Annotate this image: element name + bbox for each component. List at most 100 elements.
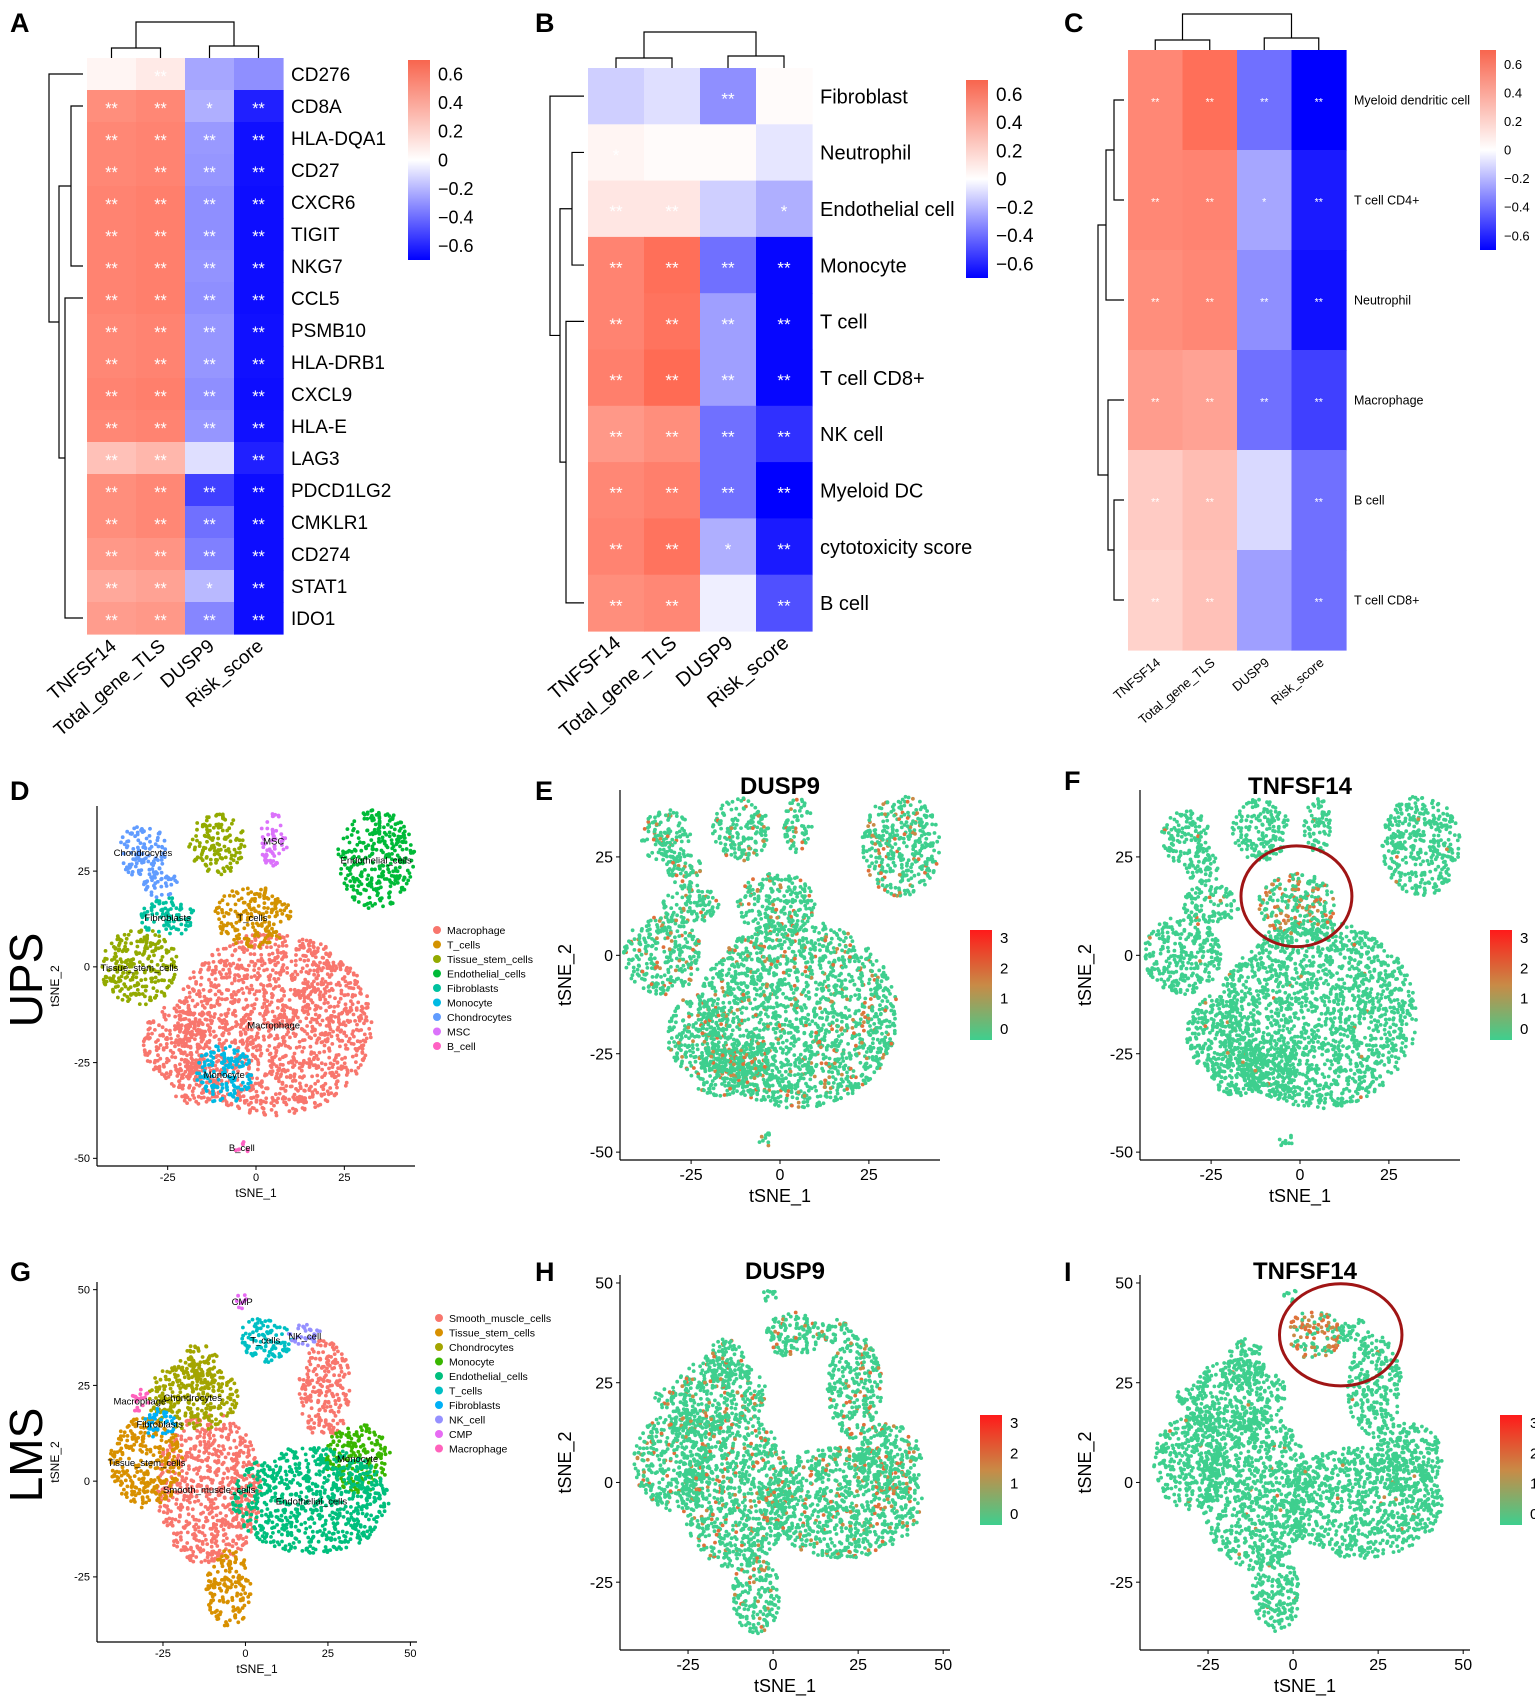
tsne-point <box>322 1043 327 1048</box>
tsne-point <box>268 1051 273 1056</box>
tsne-point <box>809 1034 814 1039</box>
tsne-point <box>364 1018 369 1023</box>
tsne-point <box>160 955 165 959</box>
column-dendrogram <box>1154 13 1320 50</box>
tsne-point <box>317 1013 322 1018</box>
tsne-point <box>261 1005 265 1009</box>
tsne-point <box>144 984 149 989</box>
tsne-point <box>794 1017 799 1021</box>
heatmap-cell <box>185 58 235 91</box>
tsne-point <box>729 974 734 979</box>
heatmap-cell <box>234 410 284 443</box>
tsne-point <box>330 1070 335 1075</box>
tsne-point <box>233 948 237 953</box>
tsne-point <box>273 862 278 867</box>
tsne-point <box>368 1032 373 1036</box>
tsne-point <box>855 987 860 992</box>
tsne-point <box>190 998 195 1003</box>
tsne-point <box>134 975 139 980</box>
tsne-point <box>367 1026 372 1031</box>
tsne-point <box>313 1101 317 1105</box>
tsne-point <box>194 834 199 838</box>
tsne-point <box>181 1076 185 1080</box>
colorbar-tick-label: 0 <box>438 150 448 170</box>
tsne-point <box>265 820 270 824</box>
tsne-point <box>351 887 356 892</box>
tsne-point <box>275 910 279 915</box>
tsne-point <box>219 931 224 936</box>
tsne-point <box>196 1101 201 1106</box>
tsne-point <box>270 901 274 906</box>
tsne-point <box>325 958 329 963</box>
tsne-point <box>796 1072 801 1077</box>
tsne-point <box>192 847 197 852</box>
significance-marker: ** <box>1206 496 1214 508</box>
tsne-point <box>178 1023 183 1028</box>
heatmap-row-label: NKG7 <box>291 257 343 278</box>
tsne-point <box>359 992 363 996</box>
tsne-point <box>731 987 736 991</box>
tsne-point <box>145 946 150 951</box>
tsne-point <box>805 960 810 964</box>
tsne-point <box>344 966 349 971</box>
tsne-point <box>259 953 264 957</box>
tsne-point <box>838 937 843 942</box>
tsne-point <box>247 990 252 995</box>
tsne-point <box>203 846 208 850</box>
tsne-point <box>235 963 240 967</box>
tsne-point <box>325 1032 330 1037</box>
tsne-point <box>396 840 400 844</box>
tsne-point <box>148 826 152 831</box>
heatmap-cell <box>700 574 757 632</box>
tsne-point <box>321 994 326 999</box>
tsne-point <box>178 1067 183 1071</box>
tsne-point <box>187 1030 192 1035</box>
significance-marker: ** <box>154 580 167 598</box>
tsne-point <box>784 995 788 1000</box>
significance-marker: ** <box>203 420 216 438</box>
tsne-point <box>187 1007 192 1012</box>
legend-label: B_cell <box>447 1041 476 1053</box>
tsne-point <box>754 937 759 941</box>
tsne-point <box>330 1014 334 1018</box>
heatmap-row-label: B cell <box>820 593 869 615</box>
tsne-point <box>235 1096 240 1101</box>
tsne-point <box>147 834 152 838</box>
tsne-point <box>162 993 167 998</box>
tsne-point <box>316 946 320 951</box>
tsne-point <box>739 1011 744 1015</box>
tsne-point <box>862 1078 867 1083</box>
tsne-point <box>306 942 311 947</box>
tsne-point <box>308 968 312 973</box>
tsne-point <box>798 1052 803 1057</box>
tsne-point <box>195 1078 200 1082</box>
tsne-point <box>243 1031 248 1036</box>
tsne-point <box>250 897 255 902</box>
tsne-point <box>126 870 131 875</box>
tsne-point <box>207 1038 212 1043</box>
tsne-point <box>141 1043 146 1048</box>
tsne-point <box>152 953 156 958</box>
significance-marker: ** <box>665 315 679 334</box>
tsne-point <box>316 1103 320 1108</box>
significance-marker: ** <box>105 516 118 534</box>
significance-marker: ** <box>777 596 791 615</box>
column-dendrogram <box>110 21 260 58</box>
tsne-point <box>393 866 398 871</box>
tsne-point <box>170 1055 175 1059</box>
tsne-point <box>284 1053 288 1058</box>
cluster-label: Macrophage <box>247 1020 300 1031</box>
tsne-point <box>239 1022 244 1027</box>
tsne-point <box>824 1017 829 1022</box>
legend-swatch <box>433 984 441 992</box>
tsne-point <box>148 995 153 1000</box>
tsne-point <box>224 1100 229 1104</box>
tsne-point <box>794 987 799 992</box>
colorbar-tick-label: 0.4 <box>1504 85 1522 100</box>
tsne-point <box>810 1019 815 1024</box>
tsne-point <box>799 1076 803 1081</box>
tsne-point <box>252 1006 256 1011</box>
tsne-point <box>167 1013 171 1018</box>
heatmap-cell <box>234 442 284 475</box>
significance-marker: ** <box>609 315 623 334</box>
